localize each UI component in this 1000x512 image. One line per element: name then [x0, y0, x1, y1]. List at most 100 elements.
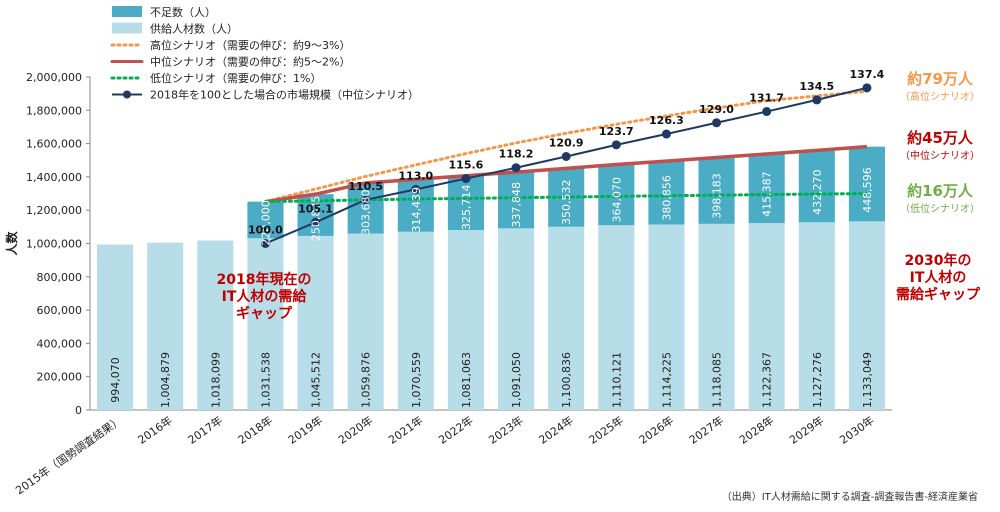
supply-value-label: 994,070 [109, 357, 122, 403]
mid-total-main: 約45万人 [907, 129, 974, 147]
x-tick-label: 2016年 [135, 413, 175, 447]
market-index-point [461, 174, 471, 184]
y-tick-label: 1,600,000 [26, 138, 82, 151]
mid-scenario-line [265, 144, 868, 204]
supply-bar [347, 233, 384, 410]
supply-bar [397, 231, 434, 410]
market-index-point [862, 83, 872, 93]
supply-value-label: 1,100,836 [560, 352, 573, 408]
market-index-point [812, 95, 822, 105]
supply-bar [247, 238, 284, 410]
supply-value-label: 1,091,050 [510, 352, 523, 408]
market-index-label: 137.4 [850, 68, 885, 81]
shortage-value-label: 303,680 [360, 190, 373, 236]
market-index-point [361, 195, 371, 205]
legend-label: 2018年を100とした場合の市場規模（中位シナリオ） [150, 88, 419, 102]
shortage-value-label: 220,000 [259, 200, 272, 246]
x-tick-label: 2029年 [787, 413, 827, 447]
y-tick-label: 2,000,000 [26, 71, 82, 84]
supply-bar [197, 240, 234, 410]
high-total-main: 約79万人 [907, 70, 974, 88]
shortage-bar [798, 150, 835, 223]
gap-2018-text: IT人材の需給 [222, 288, 308, 305]
low-total-sub: （低位シナリオ） [900, 202, 980, 215]
x-tick-label: 2022年 [436, 413, 476, 447]
y-tick-label: 1,200,000 [26, 204, 82, 217]
y-tick-label: 1,000,000 [26, 238, 82, 251]
supply-bar [147, 242, 184, 410]
y-tick-label: 1,800,000 [26, 104, 82, 117]
y-axis-label: 人数 [4, 231, 19, 256]
x-tick-label: 2015年（国勢調査結果） [13, 413, 125, 497]
bars [97, 146, 885, 410]
annotations: 2018年現在のIT人材の需給ギャップ約79万人（高位シナリオ）約45万人（中位… [217, 70, 981, 322]
market-index-point [260, 239, 270, 248]
shortage-value-label: 398,183 [711, 173, 724, 219]
supply-bar [698, 223, 735, 410]
supply-value-label: 1,122,367 [761, 352, 774, 408]
y-tick-label: 0 [75, 404, 82, 417]
x-tick-label: 2025年 [586, 413, 626, 447]
gap-2030-text: 需給ギャップ [896, 286, 981, 303]
source-note: （出典）IT人材需給に関する調査-調査報告書-経済産業省 [722, 490, 978, 503]
x-tick-label: 2019年 [285, 413, 325, 447]
x-tick-label: 2027年 [686, 413, 726, 447]
supply-value-label: 1,133,049 [861, 352, 874, 408]
supply-bar [548, 226, 585, 410]
legend-label: 供給人材数（人） [150, 22, 238, 36]
legend-swatch [112, 22, 142, 34]
supply-bar [648, 224, 685, 410]
market-index-label: 115.6 [449, 159, 484, 172]
market-index-label: 126.3 [649, 114, 684, 127]
supply-value-label: 1,031,538 [259, 352, 272, 408]
market-index-label: 123.7 [599, 125, 634, 138]
supply-bar [297, 235, 334, 410]
x-tick-label: 2023年 [486, 413, 526, 447]
legend-label: 高位シナリオ（需要の伸び：約9～3%） [150, 38, 350, 52]
supply-value-label: 1,110,121 [610, 352, 623, 408]
supply-value-label: 1,081,063 [460, 352, 473, 408]
supply-bar [598, 225, 635, 410]
x-tick-label: 2017年 [185, 413, 225, 447]
y-tick-label: 400,000 [37, 337, 83, 350]
shortage-value-label: 432,270 [811, 169, 824, 215]
x-tick-label: 2021年 [386, 413, 426, 447]
supply-bar [748, 223, 785, 410]
shortage-value-label: 250,835 [310, 196, 323, 242]
market-index-label: 105.1 [298, 202, 333, 215]
x-tick-label: 2030年 [837, 413, 877, 447]
low-total-main: 約16万人 [907, 182, 974, 200]
y-tick-label: 600,000 [37, 304, 83, 317]
legend-label: 不足数（人） [150, 6, 216, 19]
shortage-value-label: 314,439 [410, 187, 423, 233]
shortage-bar [498, 172, 535, 229]
x-tick-label: 2024年 [536, 413, 576, 447]
supply-bar [798, 222, 835, 410]
shortage-bar [748, 153, 785, 224]
market-index-label: 118.2 [499, 148, 534, 161]
low-scenario-line [263, 192, 869, 204]
shortage-value-label: 380,856 [660, 175, 673, 221]
shortage-bar [598, 164, 635, 226]
legend: 不足数（人） 供給人材数（人） 高位シナリオ（需要の伸び：約9～3%） 中位シナリオ（… [110, 6, 419, 102]
data-labels: 994,070 1,004,879 1,018,099 1,031,538 1,045,… [109, 68, 885, 408]
supply-value-label: 1,004,879 [159, 352, 172, 408]
supply-bar [97, 244, 134, 410]
y-tick-label: 1,400,000 [26, 171, 82, 184]
shortage-value-label: 415,387 [761, 171, 774, 217]
supply-bar [447, 230, 484, 410]
high-scenario-line [263, 89, 869, 204]
market-index-label: 120.9 [549, 137, 584, 150]
shortage-bar [848, 146, 885, 222]
market-index-point [611, 140, 621, 150]
market-index-point [661, 129, 671, 139]
supply-value-label: 1,059,876 [360, 352, 373, 408]
legend-label: 中位シナリオ（需要の伸び：約5～2%） [150, 55, 350, 69]
legend-label: 低位シナリオ（需要の伸び：1%） [150, 71, 321, 85]
shortage-bar [698, 157, 735, 224]
shortage-bar [347, 182, 384, 234]
market-index-label: 100.0 [248, 224, 283, 237]
supply-value-label: 1,118,085 [711, 352, 724, 408]
supply-bar [848, 221, 885, 410]
market-index-point [712, 118, 722, 128]
